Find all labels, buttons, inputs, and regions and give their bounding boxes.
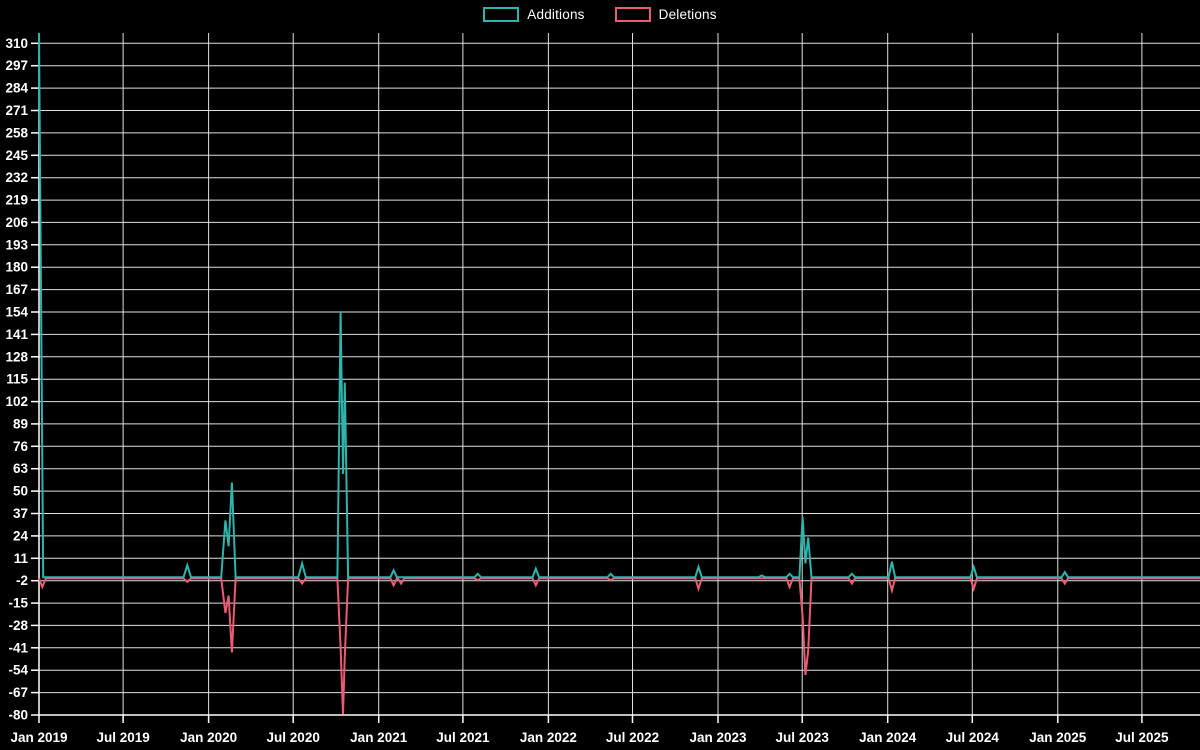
- svg-text:Jan 2020: Jan 2020: [180, 730, 237, 745]
- svg-text:63: 63: [13, 461, 29, 476]
- svg-text:Jul 2019: Jul 2019: [96, 730, 149, 745]
- svg-text:Jul 2023: Jul 2023: [776, 730, 830, 745]
- svg-text:-54: -54: [8, 663, 28, 678]
- svg-text:-41: -41: [8, 640, 28, 655]
- svg-text:115: 115: [6, 372, 28, 387]
- svg-text:Jan 2023: Jan 2023: [689, 730, 747, 745]
- svg-text:Jul 2024: Jul 2024: [946, 730, 1000, 745]
- svg-text:167: 167: [5, 282, 28, 297]
- svg-text:50: 50: [13, 484, 28, 499]
- svg-text:-2: -2: [16, 573, 28, 588]
- svg-text:-67: -67: [8, 685, 28, 700]
- svg-text:37: 37: [13, 506, 28, 521]
- svg-text:Jan 2025: Jan 2025: [1029, 730, 1087, 745]
- svg-text:Jan 2019: Jan 2019: [10, 730, 67, 745]
- svg-text:180: 180: [5, 260, 28, 275]
- svg-text:271: 271: [5, 103, 28, 118]
- svg-text:76: 76: [13, 439, 29, 454]
- svg-text:193: 193: [5, 237, 28, 252]
- svg-text:Jul 2020: Jul 2020: [267, 730, 320, 745]
- svg-text:128: 128: [5, 349, 28, 364]
- svg-text:Jan 2021: Jan 2021: [350, 730, 408, 745]
- svg-text:24: 24: [13, 528, 29, 543]
- legend-item-additions[interactable]: Additions: [483, 7, 584, 22]
- svg-text:219: 219: [5, 193, 28, 208]
- svg-text:232: 232: [5, 170, 28, 185]
- legend-label-deletions: Deletions: [658, 7, 717, 22]
- svg-text:11: 11: [14, 551, 29, 566]
- svg-text:-80: -80: [8, 708, 28, 723]
- svg-text:Jul 2022: Jul 2022: [606, 730, 659, 745]
- additions-swatch-icon: [483, 7, 520, 22]
- svg-text:-28: -28: [8, 618, 28, 633]
- svg-text:Jan 2022: Jan 2022: [520, 730, 577, 745]
- svg-text:Jul 2021: Jul 2021: [436, 730, 490, 745]
- svg-text:297: 297: [5, 58, 28, 73]
- svg-text:89: 89: [13, 416, 28, 431]
- svg-text:-15: -15: [8, 596, 28, 611]
- svg-text:245: 245: [5, 148, 28, 163]
- svg-text:102: 102: [5, 394, 28, 409]
- svg-text:284: 284: [5, 81, 28, 96]
- svg-text:206: 206: [5, 215, 28, 230]
- chart-legend: Additions Deletions: [0, 7, 1200, 22]
- svg-text:310: 310: [5, 36, 28, 51]
- svg-text:Jul 2025: Jul 2025: [1115, 730, 1169, 745]
- svg-text:258: 258: [5, 125, 28, 140]
- legend-item-deletions[interactable]: Deletions: [614, 7, 717, 22]
- svg-text:141: 141: [5, 327, 28, 342]
- svg-text:154: 154: [5, 305, 28, 320]
- svg-text:Jan 2024: Jan 2024: [859, 730, 917, 745]
- deletions-swatch-icon: [614, 7, 651, 22]
- legend-label-additions: Additions: [527, 7, 585, 22]
